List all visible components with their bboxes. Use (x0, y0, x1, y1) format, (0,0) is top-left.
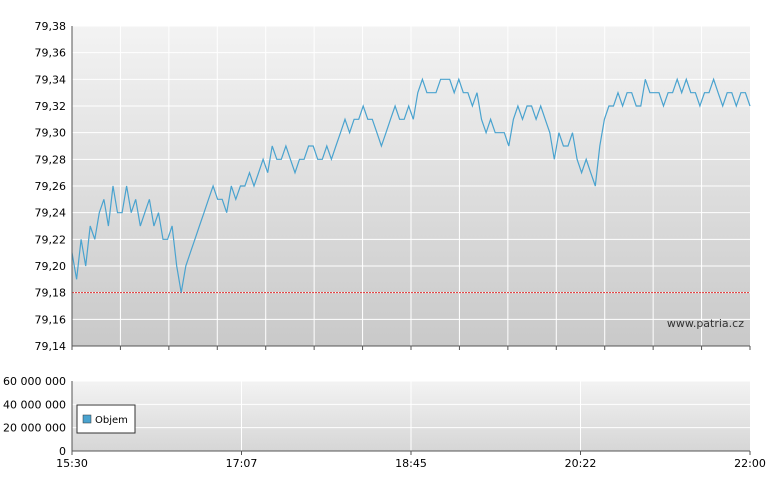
price-y-tick-label: 79,14 (35, 340, 67, 353)
price-y-tick-label: 79,16 (35, 313, 67, 326)
legend-label-objem: Objem (95, 415, 128, 426)
volume-x-tick-label: 22:00 (734, 457, 766, 470)
volume-y-tick-label: 40 000 000 (3, 398, 66, 411)
price-y-tick-label: 79,28 (35, 153, 67, 166)
price-y-tick-label: 79,24 (35, 207, 67, 220)
volume-x-tick-label: 17:07 (226, 457, 258, 470)
volume-x-tick-label: 18:45 (395, 457, 427, 470)
price-y-tick-label: 79,26 (35, 180, 67, 193)
price-x-axis-ticks (71, 346, 751, 350)
volume-y-tick-label: 60 000 000 (3, 375, 66, 388)
price-y-tick-label: 79,34 (35, 73, 67, 86)
price-y-tick-labels: 79,38 79,36 79,34 79,32 79,30 79,28 79,26 79,24… (35, 20, 67, 353)
price-series-polyline (71, 77, 751, 293)
price-y-tick-label: 79,30 (35, 127, 67, 140)
volume-y-tick-labels: 60 000 000 40 000 000 20 000 000 0 (3, 375, 66, 458)
legend-swatch-objem (82, 414, 92, 424)
price-y-tick-label: 79,32 (35, 100, 67, 113)
volume-x-tick-label: 15:30 (56, 457, 88, 470)
price-y-tick-label: 79,22 (35, 233, 67, 246)
price-y-tick-label: 79,20 (35, 260, 67, 273)
volume-y-tick-label: 20 000 000 (3, 422, 66, 435)
price-series-line (71, 77, 751, 293)
price-y-tick-label: 79,36 (35, 47, 67, 60)
volume-gridlines (72, 380, 750, 451)
legend: Objem (76, 404, 136, 434)
volume-y-tick-label: 0 (59, 445, 66, 458)
price-y-tick-label: 79,38 (35, 20, 67, 33)
volume-x-tick-labels: 15:30 17:07 18:45 20:22 22:00 (56, 451, 766, 470)
watermark: www.patria.cz (667, 317, 744, 330)
volume-x-tick-label: 20:22 (565, 457, 597, 470)
price-y-tick-label: 79,18 (35, 287, 67, 300)
